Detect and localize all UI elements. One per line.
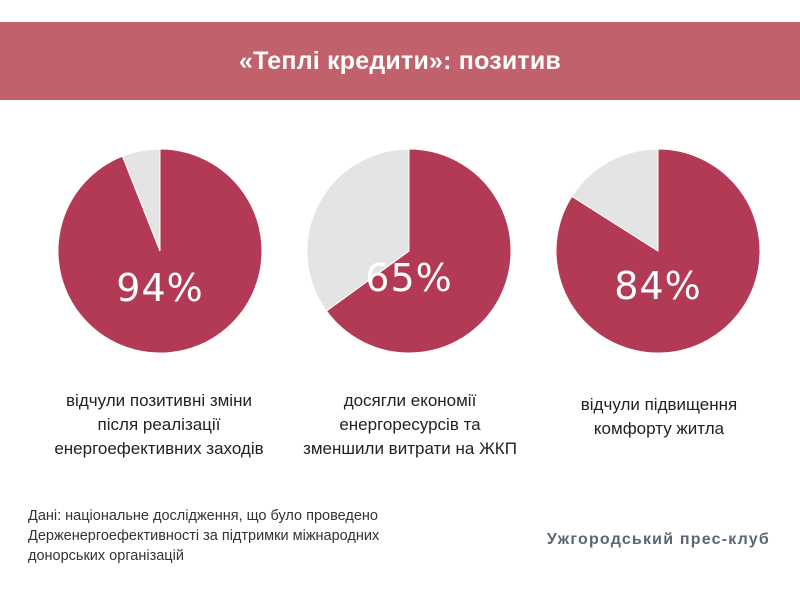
source-note: Дані: національне дослідження, що було п… — [28, 508, 380, 564]
pie-1-slice-2 — [121, 148, 161, 252]
pie-3-slice-2 — [571, 148, 659, 252]
pie-2-slice-1 — [325, 148, 512, 354]
page-title: «Теплі кредити»: позитив — [238, 46, 562, 75]
pie-chart-1: 94% — [57, 148, 263, 354]
pie-svg-3 — [555, 148, 761, 354]
pie-caption-1: відчули позитивні зміни після реалізації… — [54, 391, 264, 458]
brand-label: Ужгородський прес-клуб — [546, 531, 770, 548]
pie-chart-3: 84% — [555, 148, 761, 354]
pie-chart-2: 65% — [306, 148, 512, 354]
pie-caption-2: досягли економії енергоресурсів та зменш… — [303, 391, 517, 458]
pie-percent-label-1: 94% — [116, 266, 204, 310]
pie-svg-2 — [306, 148, 512, 354]
header-banner: «Теплі кредити»: позитив — [0, 22, 800, 100]
pie-svg-1 — [57, 148, 263, 354]
pie-percent-label-3: 84% — [614, 264, 702, 308]
pie-percent-label-2: 65% — [365, 256, 453, 300]
pie-caption-3: відчули підвищення комфорту житла — [580, 395, 738, 438]
pie-2-slice-2 — [306, 148, 410, 312]
